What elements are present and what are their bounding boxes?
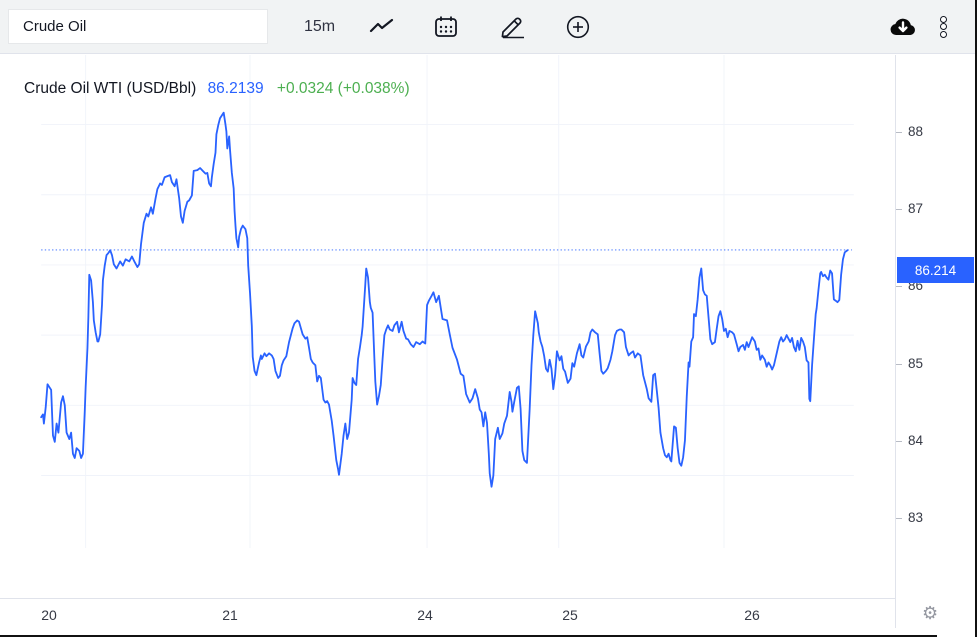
y-axis-label: 84 bbox=[908, 433, 924, 448]
time-axis[interactable]: 20 21 24 25 26 bbox=[0, 598, 895, 635]
y-axis-tick bbox=[896, 441, 902, 442]
y-axis-tick bbox=[896, 286, 902, 287]
date-range-button[interactable] bbox=[429, 11, 463, 43]
x-axis-label: 20 bbox=[41, 607, 57, 623]
x-axis-label: 25 bbox=[562, 607, 578, 623]
symbol-search-input[interactable] bbox=[8, 9, 268, 44]
symbol-legend: Crude Oil WTI (USD/Bbl) 86.2139 +0.0324 … bbox=[24, 80, 410, 98]
line-chart-icon bbox=[369, 18, 395, 36]
plus-circle-icon bbox=[565, 14, 591, 40]
y-axis-tick bbox=[896, 132, 902, 133]
y-axis-label: 85 bbox=[908, 356, 924, 371]
current-price-tag: 86.214 bbox=[897, 257, 974, 283]
x-axis-label: 21 bbox=[222, 607, 238, 623]
legend-price-change: +0.0324 (+0.038%) bbox=[276, 80, 410, 97]
calendar-icon bbox=[433, 14, 459, 40]
legend-last-price: 86.2139 bbox=[207, 80, 264, 97]
window-bottom-edge bbox=[0, 635, 937, 637]
legend-symbol-name: Crude Oil WTI (USD/Bbl) bbox=[24, 80, 197, 97]
toolbar: 15m bbox=[0, 0, 977, 54]
y-axis-label: 83 bbox=[908, 510, 924, 525]
kebab-dot-icon bbox=[940, 23, 947, 30]
y-axis-label: 88 bbox=[908, 124, 924, 139]
settings-gear-icon[interactable]: ⚙ bbox=[922, 603, 939, 623]
price-chart[interactable] bbox=[0, 55, 895, 598]
more-menu-button[interactable] bbox=[940, 14, 947, 40]
kebab-dot-icon bbox=[940, 30, 947, 38]
kebab-dot-icon bbox=[940, 15, 947, 23]
time-axis-line bbox=[0, 598, 895, 599]
x-axis-label: 24 bbox=[417, 607, 433, 623]
window-right-edge bbox=[975, 0, 977, 637]
pencil-icon bbox=[497, 14, 527, 40]
chart-style-button[interactable] bbox=[365, 11, 399, 43]
download-button[interactable] bbox=[884, 11, 922, 43]
y-axis-tick bbox=[896, 209, 902, 210]
y-axis-tick bbox=[896, 364, 902, 365]
add-indicator-button[interactable] bbox=[561, 11, 595, 43]
price-axis[interactable]: 86.214 88 87 86 85 84 83 bbox=[895, 55, 977, 628]
price-line-series bbox=[40, 111, 849, 488]
y-axis-label: 87 bbox=[908, 201, 924, 216]
x-axis-label: 26 bbox=[744, 607, 760, 623]
cloud-download-icon bbox=[888, 16, 918, 38]
draw-tools-button[interactable] bbox=[493, 11, 531, 43]
interval-selector[interactable]: 15m bbox=[304, 17, 336, 35]
y-axis-tick bbox=[896, 518, 902, 519]
